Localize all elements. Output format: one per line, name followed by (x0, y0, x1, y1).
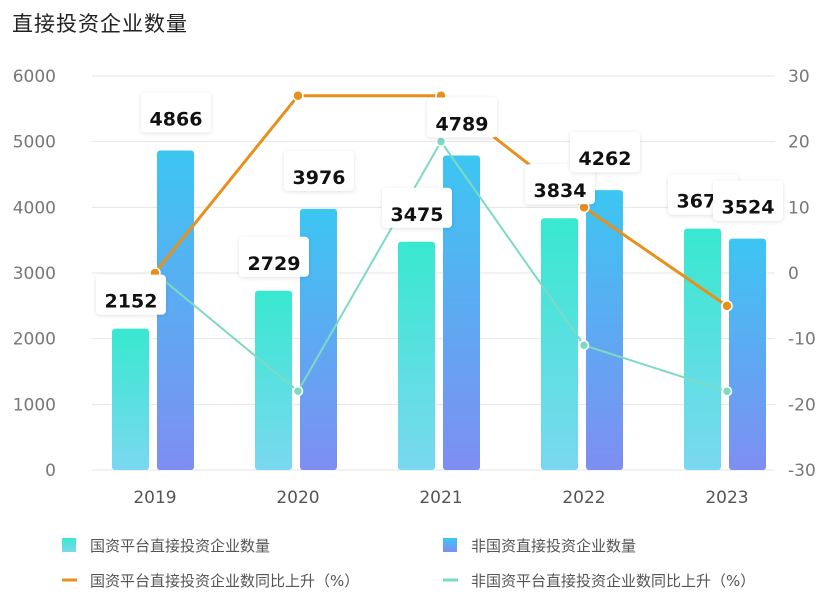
label-2021-state: 3475 (391, 204, 444, 226)
line-series (149, 89, 733, 397)
label-2023-nonstate-box (713, 180, 783, 221)
left-tick-label: 4000 (13, 198, 56, 218)
right-tick-label: -30 (788, 461, 816, 481)
left-tick-label: 6000 (13, 67, 56, 87)
left-tick-label: 2000 (13, 330, 56, 350)
legend: 国资平台直接投资企业数量 非国资直接投资企业数量国资平台直接投资企业数同比上升（%… (62, 537, 755, 590)
right-tick-label: -10 (788, 330, 816, 350)
x-tick-label: 2021 (419, 488, 462, 508)
bar-2020-nonstate (300, 208, 337, 470)
label-2021-state-box (382, 187, 452, 228)
bar-2022-state (541, 218, 578, 470)
bar-2023-nonstate (729, 238, 766, 470)
label-2019-state: 2152 (105, 291, 158, 313)
chart-title: 直接投资企业数量 (12, 12, 188, 36)
label-2022-state: 3834 (534, 180, 587, 202)
right-tick-label: 20 (788, 133, 810, 153)
legend-label-2: 国资平台直接投资企业数同比上升（%） (90, 572, 359, 590)
label-2022-nonstate: 4262 (579, 148, 632, 170)
left-tick-label: 5000 (13, 133, 56, 153)
nonstate-growth-line-point (721, 385, 733, 397)
right-tick-label: 10 (788, 198, 810, 218)
x-tick-label: 2022 (562, 488, 605, 508)
state-growth-line-point (292, 89, 304, 102)
bar-2022-nonstate (586, 190, 623, 470)
label-2019-state-box (96, 274, 166, 315)
right-axis-ticks: -30 -20 -10 0 10 20 30 (788, 67, 816, 481)
legend-swatch-1 (443, 538, 457, 552)
state-growth-line-point (721, 300, 733, 312)
bar-2019-nonstate (157, 150, 194, 470)
left-axis-ticks: 0 1000 2000 3000 4000 5000 6000 (13, 67, 56, 481)
left-tick-label: 1000 (13, 395, 56, 415)
x-tick-label: 2023 (705, 488, 748, 508)
label-2020-nonstate-box (284, 150, 354, 191)
label-2019-nonstate-box (141, 92, 211, 133)
x-tick-label: 2020 (276, 488, 319, 508)
bar-2020-state (255, 290, 292, 470)
left-tick-label: 3000 (13, 264, 56, 284)
nonstate-growth-line-point (435, 136, 447, 147)
label-2021-nonstate-box (427, 97, 497, 138)
label-2021-nonstate: 4789 (436, 114, 489, 136)
legend-label-1: 非国资直接投资企业数量 (471, 537, 636, 555)
bar-2021-state (398, 241, 435, 470)
right-tick-label: 30 (788, 67, 810, 87)
bar-2023-state (684, 228, 721, 470)
bar-2019-state (112, 328, 149, 470)
nonstate-growth-line-point (578, 339, 590, 351)
left-tick-label: 0 (45, 461, 56, 481)
legend-label-0: 国资平台直接投资企业数量 (90, 537, 270, 555)
x-tick-label: 2019 (133, 488, 176, 508)
label-2023-nonstate: 3524 (722, 197, 775, 219)
label-2019-nonstate: 4866 (150, 108, 203, 130)
bar-2021-nonstate (443, 155, 480, 470)
legend-swatch-0 (62, 538, 76, 552)
label-2022-state-box (525, 164, 595, 205)
label-2022-nonstate-box (570, 132, 640, 173)
label-2020-state-box (239, 236, 309, 277)
label-2020-state: 2729 (248, 253, 301, 275)
right-tick-label: -20 (788, 395, 816, 415)
legend-label-3: 非国资平台直接投资企业数同比上升（%） (471, 572, 755, 590)
right-tick-label: 0 (788, 264, 799, 284)
label-2020-nonstate: 3976 (293, 167, 346, 189)
x-axis-ticks: 2019 2020 2021 2022 2023 (133, 488, 748, 508)
bars (112, 150, 766, 470)
nonstate-growth-line-point (292, 385, 304, 397)
